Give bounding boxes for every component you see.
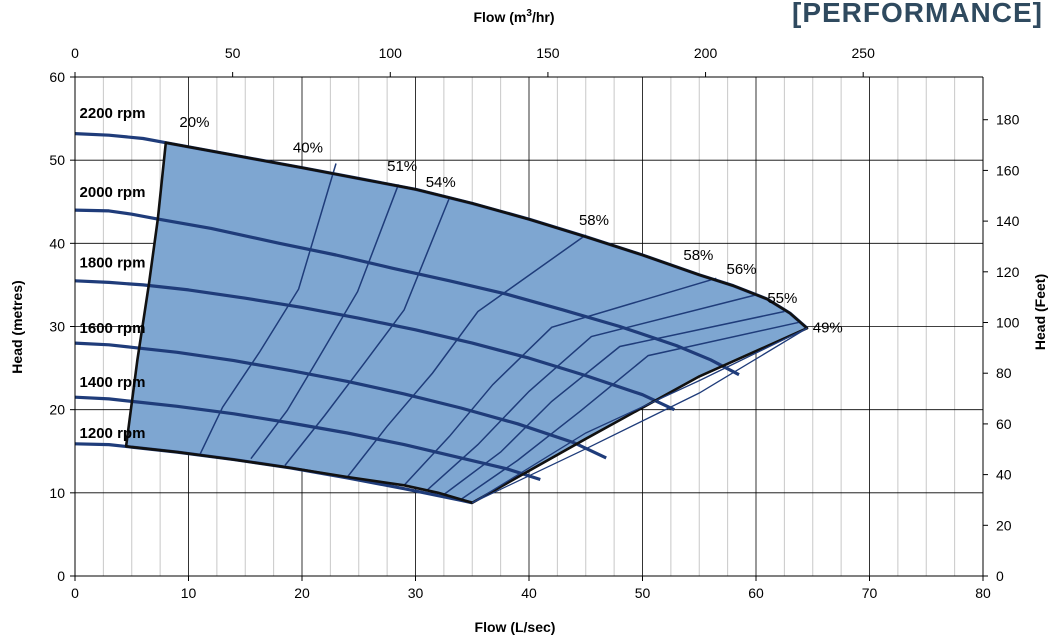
speed-curve: [74, 279, 675, 412]
x-top-tick-label: 50: [225, 45, 241, 61]
efficiency-label: 51%: [387, 158, 417, 175]
rpm-label: 1800 rpm: [80, 254, 146, 271]
speed-curve: [74, 341, 607, 460]
efficiency-label: 40%: [293, 140, 323, 157]
x-tick-label: 20: [294, 585, 310, 601]
y-right-tick-label: 140: [996, 213, 1020, 229]
y-right-tick-label: 60: [996, 416, 1012, 432]
x-top-tick-label: 100: [379, 45, 403, 61]
outer-envelope: [471, 327, 808, 504]
efficiency-label: 20%: [179, 114, 209, 131]
efficiency-label: 54%: [426, 174, 456, 191]
y-tick-label: 20: [49, 402, 65, 418]
efficiency-label: 49%: [813, 319, 843, 336]
top-axis-title: Flow (m3/hr): [473, 8, 554, 25]
efficiency-line: [426, 294, 757, 491]
efficiency-line: [346, 234, 587, 478]
plot-area: 2200 rpm 2000 rpm 1800 rpm 1600 rpm 1400 rpm…: [49, 45, 1019, 601]
efficiency-line: [199, 163, 337, 455]
rpm-label: 1400 rpm: [80, 374, 146, 391]
x-top-tick-label: 200: [694, 45, 718, 61]
x-tick-label: 50: [635, 585, 651, 601]
x-tick-label: 70: [862, 585, 878, 601]
x-tick-label: 30: [408, 585, 424, 601]
rpm-label: 1200 rpm: [80, 425, 146, 442]
efficiency-label: 58%: [683, 247, 713, 264]
efficiency-label: 56%: [726, 261, 756, 278]
efficiency-line: [250, 184, 400, 460]
x-tick-label: 80: [975, 585, 991, 601]
x-top-tick-label: 250: [852, 45, 876, 61]
efficiency-line: [460, 321, 800, 501]
x-tick-label: 40: [521, 585, 537, 601]
y-right-tick-label: 20: [996, 517, 1012, 533]
operating-region: [126, 142, 808, 503]
outer-envelope: [472, 327, 808, 504]
y-right-tick-label: 0: [996, 568, 1004, 584]
rpm-label: 2000 rpm: [80, 184, 146, 201]
region-outline: [124, 141, 809, 505]
y-tick-label: 50: [49, 152, 65, 168]
efficiency-label: 55%: [767, 290, 797, 307]
speed-curve: [74, 395, 541, 482]
y-tick-label: 40: [49, 235, 65, 251]
x-top-tick-label: 0: [71, 45, 79, 61]
x-tick-label: 60: [748, 585, 764, 601]
x-tick-label: 10: [181, 585, 197, 601]
efficiency-line: [284, 197, 451, 466]
y-tick-label: 60: [49, 69, 65, 85]
y-right-tick-label: 80: [996, 365, 1012, 381]
y-right-axis-title: Head (Feet): [1032, 274, 1048, 350]
rpm-label: 1600 rpm: [80, 320, 146, 337]
speed-curve: [74, 208, 740, 377]
y-axis-title: Head (metres): [9, 280, 25, 373]
efficiency-line: [443, 310, 785, 496]
y-right-tick-label: 180: [996, 112, 1020, 128]
x-axis-title: Flow (L/sec): [475, 619, 556, 635]
y-tick-label: 0: [57, 568, 65, 584]
y-right-tick-label: 40: [996, 467, 1012, 483]
efficiency-label: 58%: [579, 212, 609, 229]
y-right-tick-label: 100: [996, 315, 1020, 331]
y-tick-label: 10: [49, 485, 65, 501]
y-right-tick-label: 160: [996, 162, 1020, 178]
x-top-tick-label: 150: [536, 45, 560, 61]
y-right-tick-label: 120: [996, 264, 1020, 280]
brand-title: [PERFORMANCE]: [792, 0, 1043, 28]
y-tick-label: 30: [49, 319, 65, 335]
rpm-label: 2200 rpm: [80, 105, 146, 122]
x-tick-label: 0: [71, 585, 79, 601]
